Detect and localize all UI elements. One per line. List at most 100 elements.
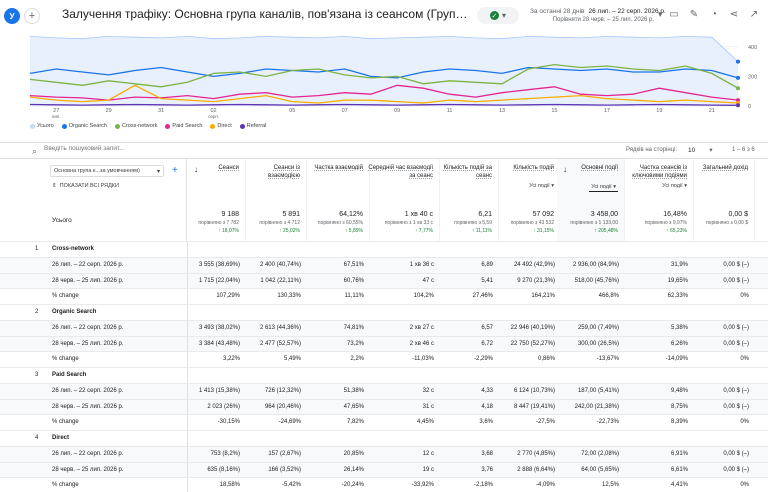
metric-column-header[interactable]: Частка взаємодій 64,12% порівняно з 60,55%… <box>303 159 370 241</box>
add-dimension-button[interactable]: + <box>172 165 178 176</box>
show-all-rows-button[interactable]: ⇕ ПОКАЗАТИ ВСІ РЯДКИ <box>52 183 119 189</box>
table-cell: 0,00 $ (–) <box>723 387 749 394</box>
legend-swatch <box>30 123 35 129</box>
table-cell: 6,61% <box>670 466 688 473</box>
series-end-point <box>736 59 740 64</box>
dimension-select[interactable]: Основна група к...за умовчанням) ▾ <box>50 165 164 177</box>
table-row: 26 лип. – 22 серп. 2026 р. 3 493 (38,02%)… <box>0 319 768 336</box>
rows-per-page-select[interactable]: 10 ▾ <box>688 146 713 154</box>
table-cell: 0,00 $ (–) <box>723 261 749 268</box>
table-cell: 74,81% <box>343 324 364 331</box>
x-tick-label: 07 <box>342 108 348 114</box>
chevron-down-icon: ▾ <box>551 183 554 189</box>
insights-icon[interactable]: ◔ <box>710 8 718 20</box>
bookmark-icon[interactable]: ▭ <box>669 8 679 20</box>
date-range-picker[interactable]: За останні 28 днів 26 лип. – 22 серп. 202… <box>530 7 670 25</box>
edit-icon[interactable]: ✎ <box>689 8 699 20</box>
metric-column-header[interactable]: Загальний дохід 0,00 $ порівняно з 0,00 $ <box>690 159 755 241</box>
sort-desc-icon[interactable]: ↓ <box>194 165 198 174</box>
table-cell: 27,46% <box>472 293 493 300</box>
search-input[interactable] <box>44 145 244 152</box>
table-cell: 6,89 <box>481 261 493 268</box>
metric-column-header[interactable]: ↓ Сеанси 9 188 порівняно з 7 782 ↑ 18,07% <box>188 159 246 241</box>
table-row: 26 лип. – 22 серп. 2026 р. 1 413 (15,38%)… <box>0 382 768 399</box>
metric-name: Основні події <box>581 165 618 171</box>
add-comparison-button[interactable]: + <box>24 8 40 24</box>
chevron-down-icon: ▾ <box>613 184 616 190</box>
table-cell: 22 946 (40,19%) <box>510 324 555 331</box>
legend-swatch <box>165 123 171 129</box>
table-cell: 9 270 (21,3%) <box>517 277 555 284</box>
metric-column-header[interactable]: Частка сеансів із ключовими подіями Усі п… <box>621 159 694 241</box>
x-tick-label: 29 <box>106 108 112 114</box>
row-label: 28 черв. – 25 лип. 2026 р. <box>52 340 124 347</box>
metric-column-header[interactable]: ↓ Основні події Усі події ▾ 3 458,00 порівня… <box>557 159 625 241</box>
table-cell: 6 124 (10,73%) <box>513 387 555 394</box>
check-icon: ✓ <box>489 11 499 20</box>
table-cell: -4,09% <box>535 482 555 489</box>
table-cell: 1 042 (22,11%) <box>260 277 301 284</box>
table-cell: 4,45% <box>416 419 434 426</box>
table-cell: 2 хв 27 с <box>409 324 434 331</box>
event-filter-select[interactable]: Усі події ▾ <box>589 183 618 192</box>
table-cell: -2,29% <box>473 356 493 363</box>
header-actions: ▭ ✎ ◔ ⋖ ↗ <box>668 8 760 20</box>
row-label: Paid Search <box>52 372 87 378</box>
table-cell: 24 492 (42,9%) <box>513 261 555 268</box>
event-filter-select[interactable]: Усі події ▾ <box>529 183 554 189</box>
x-tick-label: 05 <box>289 108 295 114</box>
legend-item[interactable]: Referral <box>239 123 267 129</box>
event-filter-value: Усі події <box>591 184 612 190</box>
table-cell: 3 493 (38,02%) <box>198 324 240 331</box>
pagination: 1 – 6 з 6 <box>732 147 755 153</box>
metric-column-header[interactable]: Середній час взаємодії за сеанс 1 хв 40 с… <box>366 159 440 241</box>
sort-desc-icon[interactable]: ↓ <box>563 165 567 174</box>
legend-label: Direct <box>217 123 232 129</box>
table-cell: -13,67% <box>596 356 619 363</box>
x-tick-label: 11 <box>447 108 453 114</box>
metric-column-header[interactable]: Кількість подій за сеанс 6,21 порівняно з … <box>436 159 499 241</box>
metric-column-header[interactable]: Кількість подій Усі події ▾ 57 092 порівнян… <box>495 159 561 241</box>
table-cell: 72,00 (2,08%) <box>581 450 619 457</box>
legend-item[interactable]: Cross-network <box>114 123 157 129</box>
table-cell: 6,72 <box>481 340 493 347</box>
metric-column-header[interactable]: Сеанси із взаємодією 5 891 порівняно з 4 7… <box>242 159 307 241</box>
table-cell: 0% <box>740 419 749 426</box>
metric-total: 1 хв 40 с <box>404 211 433 218</box>
table-row: 26 лип. – 22 серп. 2026 р. 753 (8,2%) 157 … <box>0 445 768 462</box>
table-cell: 166 (3,52%) <box>268 466 301 473</box>
table-cell: 1 хв 36 с <box>409 261 434 268</box>
series-line <box>29 63 739 89</box>
table-cell: 0,00 $ (–) <box>723 277 749 284</box>
share-icon[interactable]: ⋖ <box>729 8 739 20</box>
report-status-button[interactable]: ✓ ▾ <box>477 7 519 24</box>
table-group-row: 4 Direct <box>0 430 768 446</box>
row-label: Cross-network <box>52 246 95 252</box>
calendar-dropdown-icon[interactable]: ▾ <box>658 9 663 19</box>
series-end-point <box>736 75 740 80</box>
metric-change: ↑ 5,89% <box>344 228 363 234</box>
metric-compare: порівняно з 1 хв 33 с <box>384 220 433 226</box>
table-cell: 4,33 <box>481 387 493 394</box>
legend-item[interactable]: Усього <box>30 123 54 129</box>
table-header: Основна група к...за умовчанням) ▾ + ⇕ П… <box>0 159 768 241</box>
table-cell: 6,91% <box>670 450 688 457</box>
event-filter-select[interactable]: Усі події ▾ <box>662 183 687 189</box>
row-label: 28 черв. – 25 лип. 2026 р. <box>52 277 124 284</box>
table-cell: 8,39% <box>670 419 688 426</box>
legend-label: Referral <box>246 123 267 129</box>
x-tick-label: 15 <box>551 108 557 114</box>
series-end-point <box>736 86 740 91</box>
trend-icon[interactable]: ↗ <box>749 8 759 20</box>
legend-item[interactable]: Paid Search <box>165 123 202 129</box>
account-avatar[interactable]: У <box>4 8 20 24</box>
legend-item[interactable]: Organic Search <box>61 123 107 129</box>
table-cell: 0,00 $ (–) <box>723 466 749 473</box>
table-cell: -11,03% <box>412 356 434 363</box>
table-cell: -30,15% <box>217 419 240 426</box>
table-cell: 635 (8,16%) <box>207 466 240 473</box>
metric-change: ↑ 25,02% <box>279 228 300 234</box>
table-cell: 1 413 (15,38%) <box>198 387 240 394</box>
legend-item[interactable]: Direct <box>210 123 232 129</box>
table-cell: 2 888 (6,64%) <box>517 466 555 473</box>
